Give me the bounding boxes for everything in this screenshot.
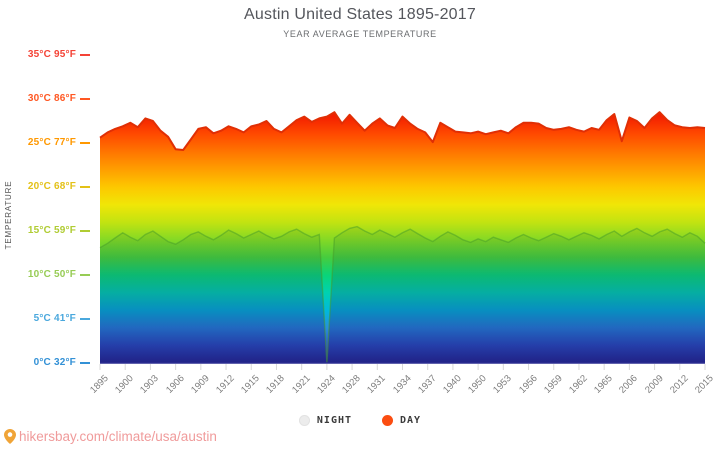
footer-link[interactable]: hikersbay.com/climate/usa/austin xyxy=(4,429,217,444)
page-title: Austin United States 1895-2017 xyxy=(244,6,476,23)
day-swatch-icon xyxy=(382,415,394,426)
y-axis-label: 10°C 50°F xyxy=(27,269,76,280)
y-axis-label: 35°C 95°F xyxy=(27,49,76,60)
legend-label-day: DAY xyxy=(400,415,422,426)
y-axis-label: 15°C 59°F xyxy=(27,225,76,236)
y-axis-label: 25°C 77°F xyxy=(27,137,76,148)
chart-legend: NIGHT DAY xyxy=(0,415,720,426)
chart-subtitle: YEAR AVERAGE TEMPERATURE xyxy=(283,29,437,39)
legend-item-night[interactable]: NIGHT xyxy=(298,415,353,426)
footer-url: hikersbay.com/climate/usa/austin xyxy=(19,429,217,444)
legend-label-night: NIGHT xyxy=(316,415,353,426)
y-axis-label: 0°C 32°F xyxy=(33,357,76,368)
day-line xyxy=(99,111,706,151)
legend-item-day[interactable]: DAY xyxy=(382,415,421,426)
y-axis-label: 5°C 41°F xyxy=(33,313,76,324)
location-pin-icon xyxy=(4,429,16,444)
y-axis-label: 30°C 86°F xyxy=(27,93,76,104)
night-line xyxy=(99,225,706,364)
y-axis-label: 20°C 68°F xyxy=(27,181,76,192)
night-swatch-icon xyxy=(298,415,310,426)
night-area xyxy=(100,226,705,363)
